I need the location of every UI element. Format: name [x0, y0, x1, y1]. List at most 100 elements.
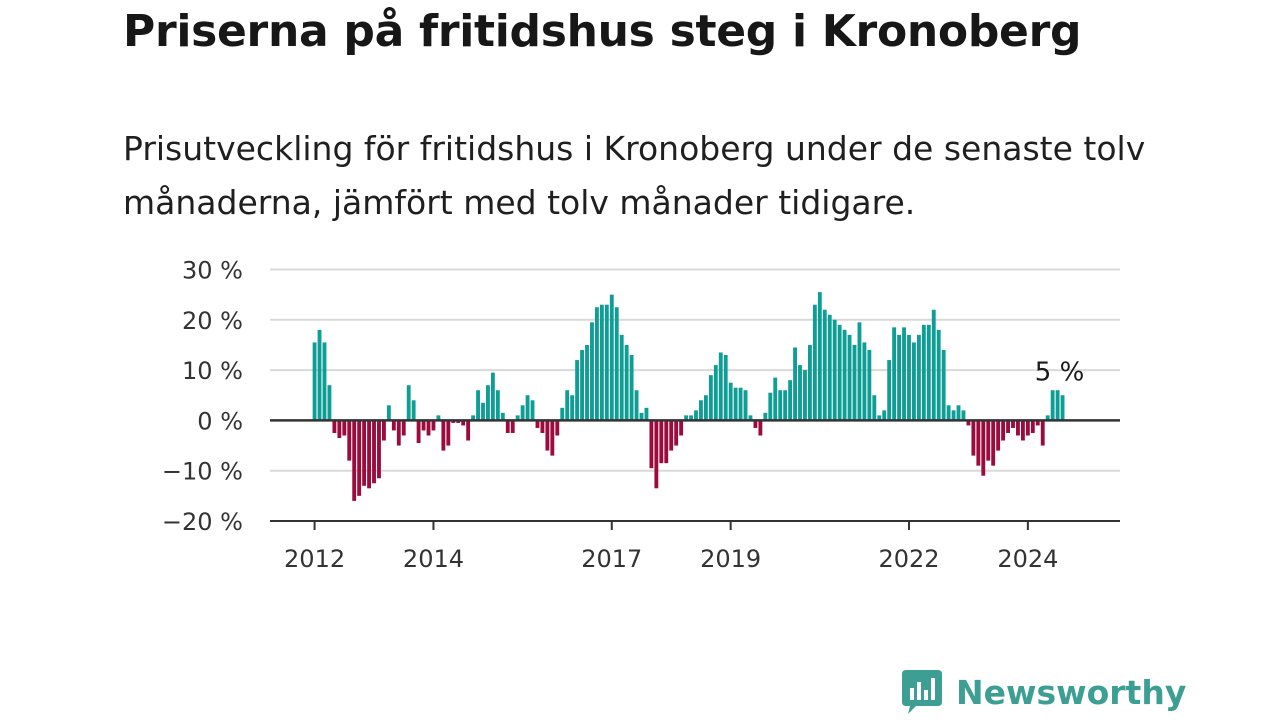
bar [817, 292, 822, 421]
bar [842, 329, 847, 421]
bar [931, 309, 936, 421]
x-tick-label: 2017 [581, 545, 642, 573]
bar [872, 395, 877, 421]
bar [703, 395, 708, 421]
x-axis-labels: 2012 2014 2017 2019 2022 2024 [284, 545, 1058, 573]
bar [684, 415, 689, 421]
bar [976, 420, 981, 466]
bar [718, 352, 723, 421]
bar [912, 342, 916, 421]
x-tick-label: 2022 [878, 545, 939, 573]
bar [669, 420, 674, 451]
bar [798, 365, 802, 421]
chart-title: Priserna på fritidshus steg i Kronoberg [123, 6, 1082, 57]
bar [451, 420, 456, 423]
bar [803, 370, 807, 421]
bar [585, 344, 589, 421]
bar [545, 420, 550, 451]
bar [1025, 420, 1030, 436]
bar [951, 410, 956, 421]
bar [827, 314, 832, 421]
bar [520, 405, 525, 421]
bar [708, 375, 713, 421]
bar [857, 322, 862, 421]
bar [1030, 420, 1035, 433]
bar [654, 420, 659, 489]
bar [426, 420, 431, 436]
bar [317, 329, 322, 421]
bar [614, 307, 619, 421]
y-tick-label: 30 % [182, 257, 243, 285]
bar [793, 347, 797, 421]
bar [411, 400, 416, 421]
bar [490, 372, 495, 421]
bar [832, 319, 837, 421]
bars [312, 292, 1065, 501]
bar [401, 420, 406, 436]
bar [634, 390, 639, 421]
bar [525, 395, 530, 421]
bar [550, 420, 555, 456]
bar [1020, 420, 1025, 441]
bar [768, 392, 773, 421]
bar [743, 390, 748, 421]
bar [396, 420, 401, 446]
newsworthy-logo[interactable]: Newsworthy [902, 668, 1186, 716]
bar [575, 360, 580, 421]
bar [312, 342, 317, 421]
bar [679, 420, 684, 436]
bar [1045, 415, 1050, 421]
chart-subtitle: Prisutveckling för fritidshus i Kronober… [123, 129, 1146, 222]
y-tick-label: −10 % [162, 458, 243, 486]
bar [580, 349, 584, 421]
bar [471, 415, 476, 421]
bar [535, 420, 540, 428]
bar [783, 390, 788, 421]
bar [659, 420, 664, 464]
bar [956, 405, 961, 421]
bar [1055, 390, 1060, 421]
bar [629, 355, 634, 421]
bar [372, 420, 376, 484]
bar [753, 420, 758, 428]
bar [599, 304, 604, 421]
bar [649, 420, 654, 469]
bar [342, 420, 347, 436]
bar [391, 420, 396, 431]
bar [624, 344, 629, 421]
bar [723, 355, 728, 421]
bar [981, 420, 986, 476]
bar [495, 390, 500, 421]
bar [362, 420, 367, 486]
bar [441, 420, 446, 451]
bar [619, 334, 624, 421]
bar [1006, 420, 1010, 433]
bar [892, 327, 897, 421]
bar [788, 380, 793, 421]
bar [778, 390, 783, 421]
x-tick-label: 2012 [284, 545, 345, 573]
bar [733, 387, 738, 421]
bar [699, 400, 703, 421]
bar [748, 415, 753, 421]
bar [357, 420, 362, 496]
bar [500, 412, 505, 421]
bar [337, 420, 342, 439]
bar [594, 307, 599, 421]
bar [347, 420, 352, 461]
bar [763, 412, 768, 421]
bar [822, 309, 827, 421]
bar [377, 420, 381, 479]
bar [1050, 390, 1055, 421]
y-tick-label: 10 % [182, 357, 243, 385]
bar [966, 420, 971, 426]
bar [322, 342, 327, 421]
newsworthy-wordmark: Newsworthy [956, 672, 1187, 712]
x-tick-label: 2019 [700, 545, 761, 573]
bar [555, 420, 560, 436]
bar [902, 327, 906, 421]
bar [604, 304, 609, 421]
bar [1011, 420, 1015, 428]
bar [773, 377, 778, 421]
bar [907, 334, 911, 421]
